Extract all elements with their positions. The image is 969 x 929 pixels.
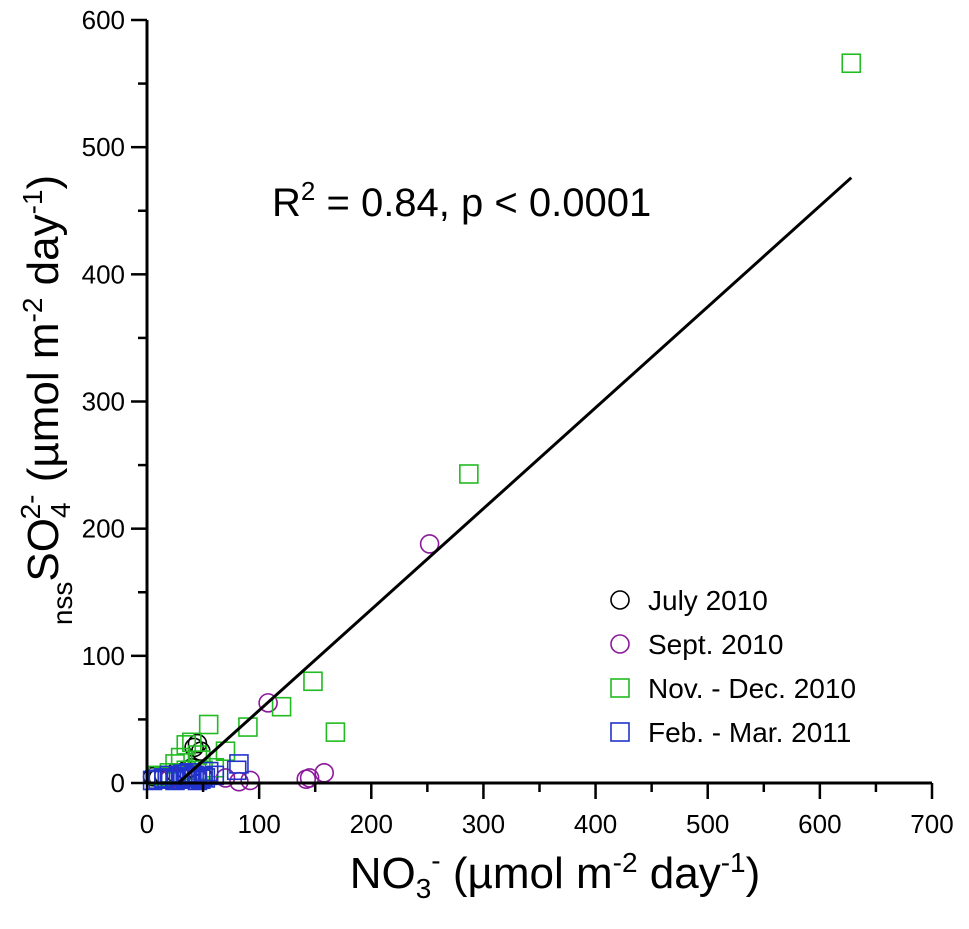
data-point	[258, 693, 278, 713]
x-tick-label: 100	[237, 809, 280, 839]
regression-line	[177, 176, 853, 785]
data-point	[176, 735, 197, 755]
y-tick-label: 500	[82, 132, 125, 162]
data-point	[226, 760, 247, 781]
series-3	[142, 754, 249, 791]
x-tick-label: 400	[574, 809, 617, 839]
labels: 0 100 200 300 400 500 600 700 0 100 200 300 400 500 60…	[15, 5, 954, 904]
legend-label: Nov. - Dec. 2010	[648, 673, 856, 704]
data-point	[459, 464, 479, 484]
fit-annotation: R2 = 0.84, p < 0.0001	[272, 176, 651, 225]
data-point	[215, 768, 236, 788]
data-point	[198, 714, 219, 735]
legend: July 2010 Sept. 2010 Nov. - Dec. 2010 Feb. …	[610, 585, 856, 748]
legend-marker	[610, 590, 630, 610]
x-tick-label: 500	[686, 809, 729, 839]
x-tick-label: 0	[140, 809, 154, 839]
data-point	[271, 696, 292, 717]
legend-label: Sept. 2010	[648, 629, 783, 660]
data-point	[157, 769, 177, 789]
legend-label: July 2010	[648, 585, 768, 616]
legend-label: Feb. - Mar. 2011	[648, 717, 851, 748]
data-point	[841, 53, 862, 74]
x-tick-label: 600	[798, 809, 841, 839]
y-tick-label: 0	[111, 768, 125, 798]
legend-item: July 2010	[610, 585, 768, 616]
data-point	[325, 722, 346, 742]
data-point	[229, 754, 249, 774]
data-point	[154, 768, 174, 788]
y-axis-title: nssSO42- (µmol m-2 day-1)	[15, 175, 78, 625]
legend-item: Feb. - Mar. 2011	[610, 717, 851, 748]
data-point	[240, 770, 260, 791]
y-tick-label: 200	[82, 514, 125, 544]
x-tick-label: 300	[462, 809, 505, 839]
y-tick-label: 100	[82, 641, 125, 671]
data-point	[419, 534, 440, 554]
x-axis-title: NO3- (µmol m-2 day-1)	[350, 845, 761, 904]
x-tick-label: 700	[910, 809, 953, 839]
axes	[131, 18, 934, 799]
data-point	[195, 768, 216, 788]
x-tick-label: 200	[350, 809, 393, 839]
legend-marker	[610, 634, 630, 654]
y-tick-label: 400	[82, 259, 125, 289]
data-point	[303, 671, 323, 692]
legend-item: Nov. - Dec. 2010	[610, 673, 856, 704]
data-point	[198, 761, 219, 782]
y-tick-label: 600	[82, 5, 125, 35]
data-point	[142, 770, 163, 791]
legend-marker	[610, 722, 630, 742]
data-point	[176, 768, 197, 788]
data-point	[296, 769, 317, 789]
data-point	[165, 770, 185, 791]
y-tick-label: 300	[82, 387, 125, 417]
plot-marks	[142, 53, 862, 792]
legend-item: Sept. 2010	[610, 629, 783, 660]
legend-marker	[610, 678, 630, 698]
